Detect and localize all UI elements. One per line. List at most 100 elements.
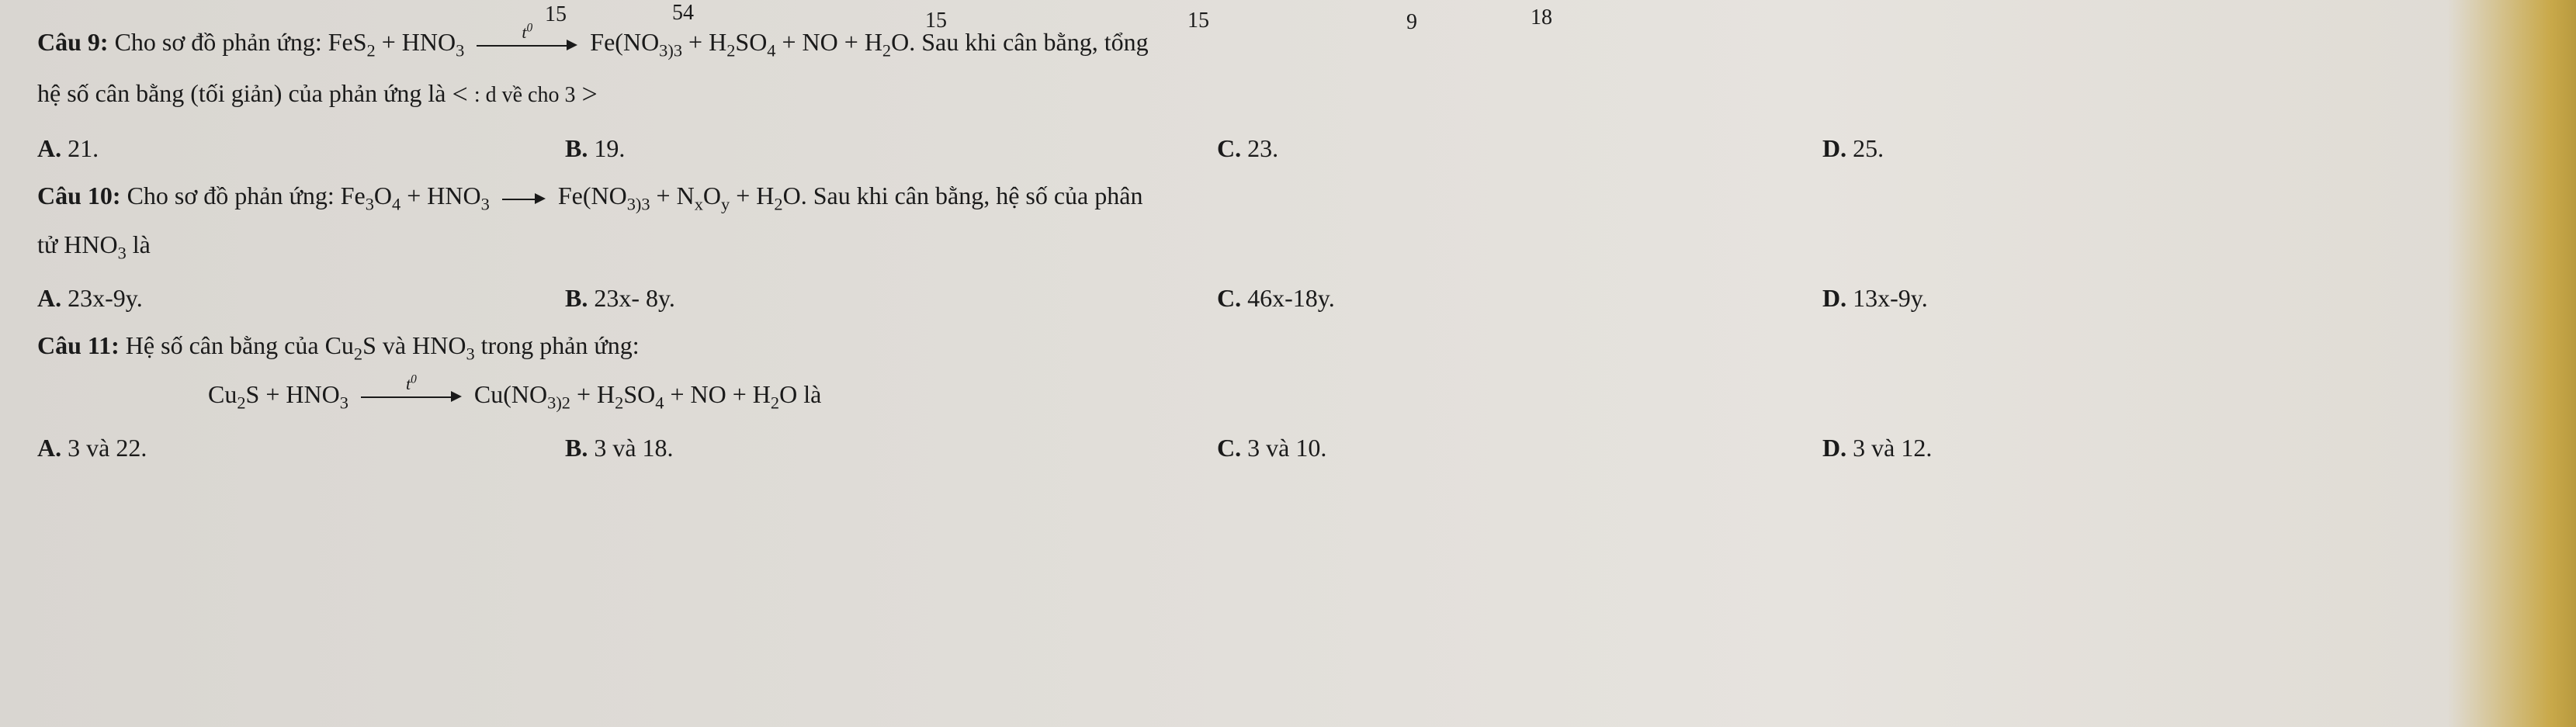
sub: 3 (340, 393, 348, 412)
q9-text: + NO + H (776, 28, 882, 56)
sub: 3 (466, 344, 474, 363)
sub: 2 (237, 393, 245, 412)
opt-text: 3 và 12. (1853, 434, 1932, 462)
q9-option-b: B. 19. (565, 125, 1217, 172)
opt-label: B. (565, 134, 594, 162)
q10-line2: tử HNO3 là (37, 221, 2539, 270)
sub: 3 (366, 195, 374, 214)
q9-options: A. 21. B. 19. C. 23. D. 25. (37, 125, 2539, 172)
opt-text: 13x-9y. (1853, 284, 1928, 312)
sub: 3)3 (627, 195, 650, 214)
q10-text: tử HNO (37, 230, 118, 258)
q11-text: O là (779, 380, 821, 408)
q11-text: SO (623, 380, 655, 408)
q11-text: + H (570, 380, 615, 408)
q9-option-d: D. 25. (1822, 125, 1884, 172)
q11-options: A. 3 và 22. B. 3 và 18. C. 3 và 10. D. 3… (37, 424, 2539, 472)
q9-text: hệ số cân bằng (tối giản) của phản ứng l… (37, 79, 452, 107)
q11-text: Cu(NO (474, 380, 547, 408)
q9-line1: Câu 9: Cho sơ đồ phản ứng: FeS2 + HNO3 t… (37, 19, 2539, 68)
q9-text: + HNO (376, 28, 456, 56)
q10-option-b: B. 23x- 8y. (565, 275, 1217, 322)
opt-label: C. (1217, 134, 1247, 162)
sub: 4 (655, 393, 664, 412)
q9-text: Fe(NO (590, 28, 659, 56)
q10-text: Fe(NO (558, 182, 627, 209)
q11-option-d: D. 3 và 12. (1822, 424, 1932, 472)
opt-text: 23x-9y. (68, 284, 143, 312)
opt-label: C. (1217, 284, 1247, 312)
sub: 3 (118, 243, 127, 262)
opt-label: A. (37, 134, 68, 162)
sub: 3)2 (547, 393, 570, 412)
q10-text: O (703, 182, 721, 209)
q11-option-b: B. 3 và 18. (565, 424, 1217, 472)
q10-option-c: C. 46x-18y. (1217, 275, 1822, 322)
opt-label: B. (565, 434, 594, 462)
q9-option-a: A. 21. (37, 125, 565, 172)
sub: 2 (615, 393, 623, 412)
q11-text: Cu (208, 380, 237, 408)
q11-text: S và HNO (362, 331, 466, 359)
sub: 2 (354, 344, 362, 363)
sub: 3 (456, 40, 464, 60)
q11-text: + NO + H (664, 380, 770, 408)
q11-line1: Câu 11: Hệ số cân bằng của Cu2S và HNO3 … (37, 322, 2539, 371)
opt-label: A. (37, 434, 68, 462)
opt-text: 25. (1853, 134, 1884, 162)
opt-label: A. (37, 284, 68, 312)
reaction-arrow (502, 185, 546, 212)
q10-text: O (374, 182, 392, 209)
q9-text: SO (735, 28, 767, 56)
opt-text: 23x- 8y. (594, 284, 675, 312)
q10-options: A. 23x-9y. B. 23x- 8y. C. 46x-18y. D. 13… (37, 275, 2539, 322)
q9-text: + H (682, 28, 726, 56)
arrow-top-label: t0 (406, 368, 417, 400)
q10-text: O. Sau khi cân bằng, hệ số của phân (783, 182, 1143, 209)
q9-text: Cho sơ đồ phản ứng: FeS (109, 28, 367, 56)
q10-label: Câu 10: (37, 182, 121, 209)
q10-text: + N (650, 182, 695, 209)
q10-text: là (127, 230, 151, 258)
angle-bracket-right: > (581, 78, 597, 109)
sub: 3 (481, 195, 490, 214)
q10-line1: Câu 10: Cho sơ đồ phản ứng: Fe3O4 + HNO3… (37, 172, 2539, 221)
arrow-top-label: t0 (522, 16, 532, 49)
q10-text: Cho sơ đồ phản ứng: Fe (121, 182, 366, 209)
q11-label: Câu 11: (37, 331, 120, 359)
q9-line2: hệ số cân bằng (tối giản) của phản ứng l… (37, 68, 2539, 120)
sub: 2 (882, 40, 891, 60)
opt-text: 3 và 18. (594, 434, 673, 462)
sub: 2 (771, 393, 779, 412)
reaction-arrow: t0 (477, 32, 577, 58)
opt-text: 46x-18y. (1247, 284, 1335, 312)
sub: x (695, 195, 703, 214)
angle-bracket-left: < (452, 78, 468, 109)
opt-text: 3 và 10. (1247, 434, 1326, 462)
opt-label: D. (1822, 134, 1853, 162)
q10-option-a: A. 23x-9y. (37, 275, 565, 322)
q11-option-c: C. 3 và 10. (1217, 424, 1822, 472)
opt-text: 23. (1247, 134, 1278, 162)
reaction-arrow: t0 (361, 383, 462, 410)
opt-label: B. (565, 284, 594, 312)
q9-label: Câu 9: (37, 28, 109, 56)
sub: 4 (392, 195, 400, 214)
q10-option-d: D. 13x-9y. (1822, 275, 1928, 322)
handwriting-annotation: : d về cho 3 (474, 83, 576, 107)
sub: 2 (367, 40, 376, 60)
sub: 4 (767, 40, 775, 60)
q9-text: O. Sau khi cân bằng, tổng (891, 28, 1149, 56)
sub: 2 (774, 195, 782, 214)
q11-option-a: A. 3 và 22. (37, 424, 565, 472)
q9-option-c: C. 23. (1217, 125, 1822, 172)
opt-text: 19. (594, 134, 625, 162)
opt-text: 21. (68, 134, 99, 162)
q11-text: S + HNO (246, 380, 340, 408)
q11-text: Hệ số cân bằng của Cu (120, 331, 354, 359)
sub: 3)3 (659, 40, 682, 60)
sub: 2 (726, 40, 735, 60)
sub: y (721, 195, 730, 214)
q10-text: + HNO (400, 182, 480, 209)
q10-text: + H (730, 182, 774, 209)
